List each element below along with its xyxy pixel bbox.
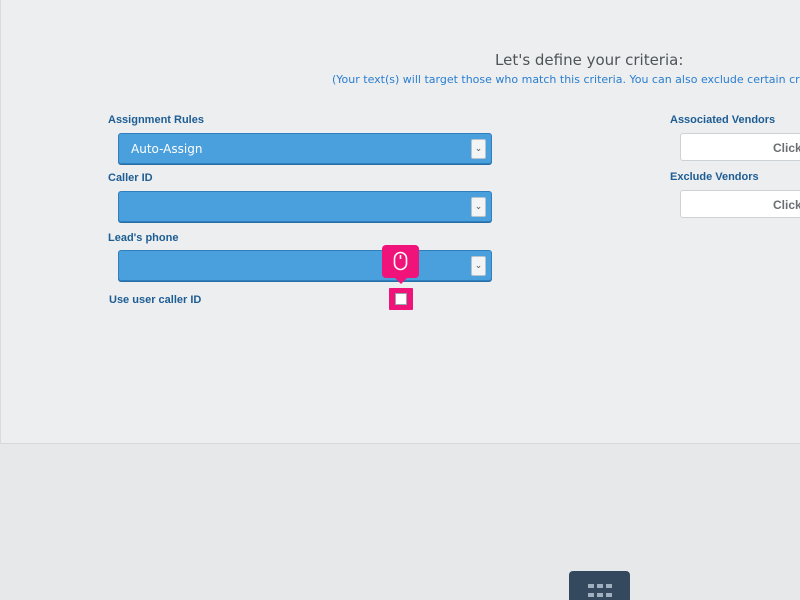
criteria-subtitle: (Your text(s) will target those who matc… bbox=[332, 73, 800, 86]
criteria-panel: Let's define your criteria: (Your text(s… bbox=[0, 0, 800, 444]
associated-vendors-label: Associated Vendors bbox=[670, 114, 776, 126]
assignment-rules-value: Auto-Assign bbox=[131, 142, 203, 156]
assignment-rules-select[interactable]: Auto-Assign ⌄ bbox=[118, 133, 492, 164]
leads-phone-label: Lead's phone bbox=[108, 232, 179, 244]
chevron-down-icon: ⌄ bbox=[471, 197, 486, 217]
assignment-rules-label: Assignment Rules bbox=[108, 114, 204, 126]
use-user-caller-id-label: Use user caller ID bbox=[109, 294, 202, 306]
chevron-down-icon: ⌄ bbox=[471, 256, 486, 276]
exclude-vendors-button-text: Click bbox=[773, 198, 800, 212]
associated-vendors-button[interactable]: Click bbox=[680, 133, 800, 161]
associated-vendors-button-text: Click bbox=[773, 141, 800, 155]
caller-id-label: Caller ID bbox=[108, 172, 153, 184]
exclude-vendors-label: Exclude Vendors bbox=[670, 171, 759, 183]
use-user-caller-id-checkbox[interactable] bbox=[395, 293, 407, 305]
apps-button[interactable] bbox=[569, 571, 630, 600]
exclude-vendors-button[interactable]: Click bbox=[680, 190, 800, 218]
chevron-down-icon: ⌄ bbox=[471, 139, 486, 159]
criteria-title: Let's define your criteria: bbox=[495, 51, 684, 69]
click-hint-tooltip bbox=[382, 245, 419, 284]
checkbox-highlight bbox=[389, 288, 413, 310]
caller-id-select[interactable]: ⌄ bbox=[118, 191, 492, 222]
mouse-icon bbox=[393, 251, 408, 271]
leads-phone-select[interactable]: ⌄ bbox=[118, 250, 492, 281]
grid-icon bbox=[588, 584, 612, 598]
